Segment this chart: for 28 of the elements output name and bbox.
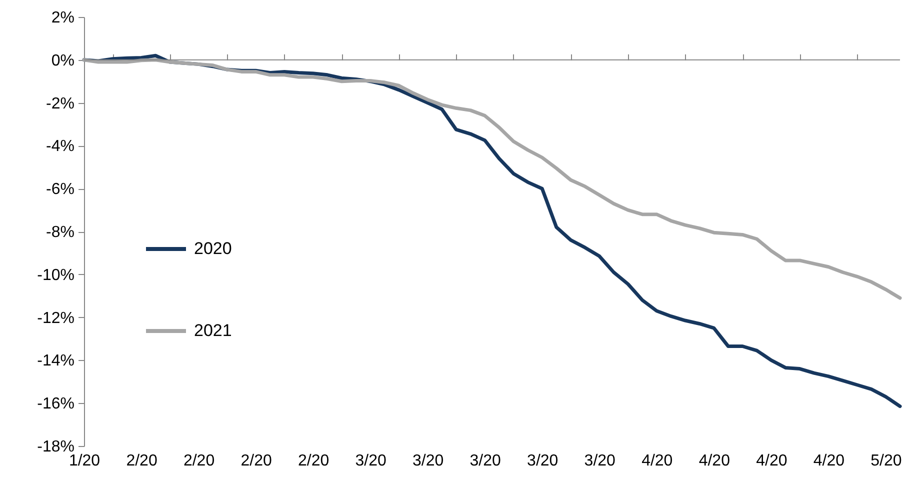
x-tick-label: 4/20 [698,452,730,470]
x-tick-label: 2/20 [183,452,215,470]
x-tick-label: 4/20 [813,452,845,470]
legend-label: 2021 [194,321,232,340]
y-tick-label: 0% [51,52,74,70]
x-tick-label: 3/20 [527,452,558,470]
y-tick-label: -2% [46,95,74,112]
x-tick-label: 3/20 [412,452,444,470]
x-tick-label: 4/20 [756,452,788,470]
y-tick-label: -18% [37,438,74,456]
x-tick-label: 1/20 [68,452,100,470]
x-tick-label: 3/20 [584,452,616,470]
y-tick-label: -14% [37,352,74,370]
x-tick-label: 2/20 [126,452,158,470]
x-tick-label: 3/20 [470,452,502,470]
x-tick-label: 5/20 [870,452,902,470]
legend-label: 2020 [194,239,232,258]
y-tick-label: -6% [46,181,74,198]
y-tick-label: -12% [37,310,74,327]
y-tick-label: -10% [37,266,74,284]
x-tick-label: 2/20 [240,452,272,470]
y-tick-label: -16% [37,396,74,413]
y-tick-label: -8% [46,224,74,241]
y-tick-label: 2% [51,10,74,26]
x-tick-label: 3/20 [355,452,386,470]
x-tick-label: 2/20 [298,452,330,470]
y-tick-label: -4% [46,138,74,156]
x-tick-label: 4/20 [642,452,673,470]
